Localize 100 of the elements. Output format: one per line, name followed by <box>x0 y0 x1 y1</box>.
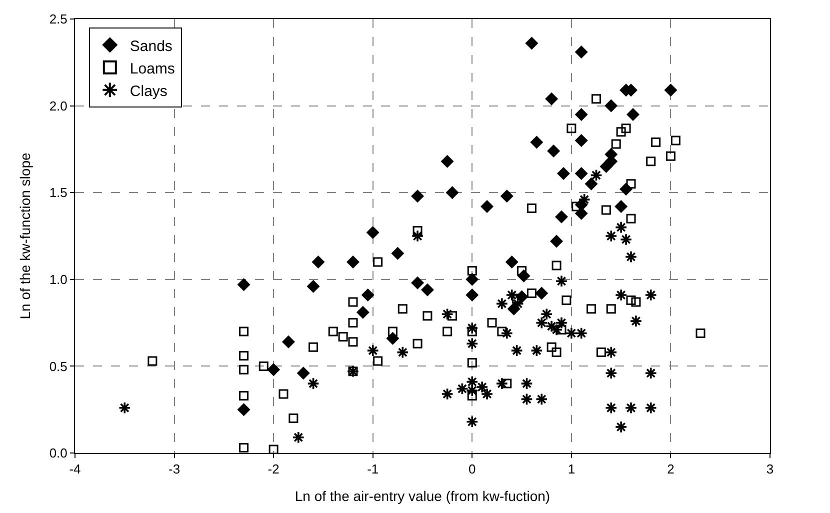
point <box>391 246 404 260</box>
point <box>555 274 568 288</box>
point <box>282 335 295 348</box>
point <box>267 363 280 376</box>
point <box>500 326 514 340</box>
x-axis-title: Ln of the air-entry value (from kw-fuction) <box>294 488 550 504</box>
x-tick-label: 3 <box>766 462 774 477</box>
point <box>555 210 568 224</box>
point <box>545 92 558 106</box>
y-tick-label: 0.5 <box>49 358 68 374</box>
point <box>480 200 494 213</box>
point <box>306 377 320 390</box>
legend-label: Clays <box>130 82 168 100</box>
point <box>626 108 640 121</box>
point <box>630 314 642 328</box>
point <box>466 322 478 334</box>
point <box>440 154 454 168</box>
point <box>644 288 658 302</box>
point <box>500 190 514 203</box>
point <box>624 250 638 264</box>
point <box>624 402 638 414</box>
point <box>480 388 494 400</box>
legend-label: Sands <box>130 38 172 55</box>
point <box>466 384 478 397</box>
y-axis-title: Ln of the kw-function slope <box>16 152 33 320</box>
point <box>296 366 310 380</box>
point <box>574 45 588 58</box>
point <box>411 190 424 203</box>
point <box>356 306 370 319</box>
point <box>604 230 618 242</box>
x-tick-label: -3 <box>168 462 180 477</box>
point <box>550 234 564 248</box>
point <box>346 365 360 378</box>
point <box>520 377 534 390</box>
point <box>540 308 553 320</box>
point <box>346 256 360 269</box>
point <box>535 286 548 300</box>
point <box>366 344 380 357</box>
point <box>614 420 628 434</box>
y-tick-label: 1.5 <box>49 185 68 200</box>
point <box>535 392 548 406</box>
point <box>604 346 618 359</box>
point <box>520 392 534 406</box>
point <box>604 402 618 414</box>
point <box>476 380 488 394</box>
x-tick-label: -4 <box>69 462 81 477</box>
point <box>614 221 628 234</box>
point <box>411 276 424 290</box>
point <box>292 431 305 444</box>
x-tick-label: -2 <box>268 462 280 477</box>
point <box>556 167 570 180</box>
point <box>237 403 250 416</box>
point <box>614 288 628 302</box>
point <box>644 402 658 414</box>
point <box>535 316 548 330</box>
point <box>614 200 628 213</box>
point <box>496 297 508 310</box>
point <box>505 256 518 269</box>
point <box>456 382 469 396</box>
point <box>574 108 588 121</box>
legend-label: Loams <box>130 60 175 78</box>
point <box>361 288 374 302</box>
point <box>574 134 588 148</box>
y-tick-label: 2.0 <box>49 98 68 114</box>
point <box>466 415 478 428</box>
point <box>510 344 524 357</box>
point <box>366 226 380 240</box>
point <box>118 402 131 414</box>
point <box>446 186 459 200</box>
point <box>506 288 518 302</box>
point <box>530 136 544 149</box>
point <box>441 388 454 400</box>
x-tick-label: 0 <box>468 462 476 477</box>
point <box>604 366 618 380</box>
y-tick-label: 2.5 <box>49 12 68 27</box>
point <box>644 366 658 380</box>
point <box>525 36 538 50</box>
point <box>441 308 454 320</box>
point <box>604 99 618 112</box>
y-tick-label: 1.0 <box>49 272 68 287</box>
point <box>530 344 543 357</box>
x-tick-label: 1 <box>568 462 576 477</box>
point <box>237 278 250 292</box>
point <box>620 233 632 246</box>
point <box>575 326 588 340</box>
point <box>547 144 560 158</box>
x-tick-label: -1 <box>367 462 379 477</box>
point <box>555 316 568 330</box>
point <box>411 230 424 242</box>
point <box>512 297 524 310</box>
point <box>420 283 434 296</box>
point <box>574 167 588 180</box>
y-tick-label: 0.0 <box>49 446 68 461</box>
point <box>466 376 478 388</box>
x-tick-label: 2 <box>667 462 674 477</box>
point <box>396 346 409 359</box>
point <box>466 272 479 286</box>
point <box>466 288 479 302</box>
point <box>466 337 478 350</box>
point <box>306 280 320 293</box>
